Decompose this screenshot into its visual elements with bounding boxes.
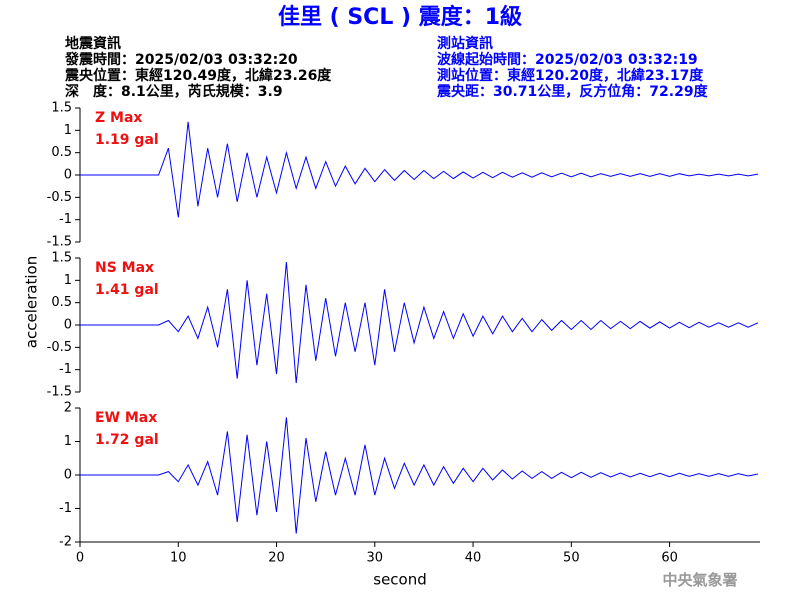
info-line: 震央距：30.71公里，反方位角：72.29度 (436, 83, 709, 100)
waveform (80, 261, 759, 384)
y-tick-label: -1 (59, 212, 72, 227)
y-tick-label: -0.5 (47, 340, 72, 355)
y-tick-label: -2 (59, 535, 72, 550)
info-line: 地震資訊 (65, 35, 121, 52)
y-tick-label: 1.5 (51, 251, 72, 266)
info-line: 波線起始時間：2025/02/03 03:32:19 (437, 51, 698, 68)
max-label: 1.72 gal (95, 432, 159, 448)
y-tick-label: 0.5 (51, 295, 72, 310)
x-tick-label: 30 (367, 551, 384, 566)
waveform (80, 121, 759, 218)
y-tick-label: 0.5 (51, 145, 72, 160)
info-line: 測站位置：東經120.20度，北緯23.17度 (437, 67, 704, 84)
x-axis-label: second (373, 571, 427, 589)
y-axis-label: acceleration (23, 256, 41, 348)
max-label: 1.41 gal (95, 282, 159, 298)
y-tick-label: -1 (59, 362, 72, 377)
y-tick-label: -1 (59, 501, 72, 516)
info-line: 測站資訊 (437, 35, 493, 52)
x-tick-label: 60 (661, 551, 678, 566)
info-line: 深 度：8.1公里，芮氏規模：3.9 (65, 83, 283, 100)
y-tick-label: -1.5 (47, 235, 72, 250)
x-tick-label: 0 (76, 551, 84, 566)
waveform (80, 417, 759, 534)
y-tick-label: -0.5 (47, 190, 72, 205)
info-line: 震央位置：東經120.49度，北緯23.26度 (64, 67, 332, 84)
y-tick-label: 0 (64, 468, 72, 483)
max-label: NS Max (95, 260, 154, 276)
x-tick-label: 50 (563, 551, 580, 566)
chart-title: 佳里 ( SCL ) 震度：1級 (278, 4, 522, 30)
y-tick-label: -1.5 (47, 385, 72, 400)
y-tick-label: 0 (64, 168, 72, 183)
y-tick-label: 1 (64, 273, 72, 288)
y-tick-label: 2 (64, 401, 72, 416)
y-tick-label: 1 (64, 434, 72, 449)
y-tick-label: 0 (64, 318, 72, 333)
max-label: EW Max (95, 410, 157, 426)
x-tick-label: 20 (268, 551, 285, 566)
max-label: 1.19 gal (95, 132, 159, 148)
y-tick-label: 1 (64, 123, 72, 138)
info-line: 發震時間：2025/02/03 03:32:20 (64, 51, 298, 68)
x-tick-label: 10 (170, 551, 187, 566)
y-tick-label: 1.5 (51, 101, 72, 116)
x-tick-label: 40 (465, 551, 482, 566)
max-label: Z Max (95, 110, 142, 126)
footer: 中央氣象署 (662, 571, 737, 589)
